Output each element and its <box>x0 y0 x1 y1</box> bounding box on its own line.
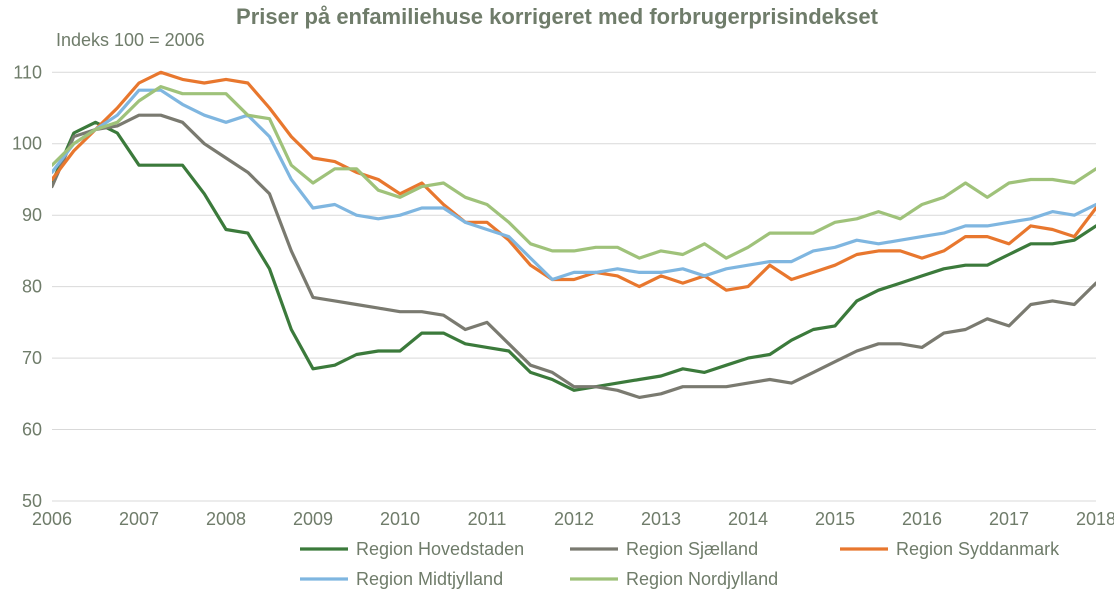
y-tick-label: 80 <box>22 277 42 297</box>
y-tick-label: 110 <box>13 62 42 82</box>
legend-label-hovedstaden: Region Hovedstaden <box>356 539 524 559</box>
legend-label-sjaelland: Region Sjælland <box>626 539 758 559</box>
x-tick-label: 2008 <box>206 509 246 529</box>
x-tick-label: 2015 <box>815 509 855 529</box>
x-tick-label: 2010 <box>380 509 420 529</box>
x-tick-label: 2013 <box>641 509 681 529</box>
x-tick-label: 2014 <box>728 509 768 529</box>
x-tick-label: 2007 <box>119 509 159 529</box>
chart-subtitle: Indeks 100 = 2006 <box>56 30 205 50</box>
x-tick-label: 2006 <box>32 509 72 529</box>
y-tick-label: 100 <box>12 134 42 154</box>
x-tick-label: 2011 <box>468 509 507 529</box>
y-tick-label: 50 <box>22 491 42 511</box>
y-tick-label: 70 <box>22 348 42 368</box>
x-tick-label: 2009 <box>293 509 333 529</box>
legend-label-midtjylland: Region Midtjylland <box>356 569 503 589</box>
legend-label-nordjylland: Region Nordjylland <box>626 569 778 589</box>
x-tick-label: 2012 <box>554 509 594 529</box>
legend-label-syddanmark: Region Syddanmark <box>896 539 1060 559</box>
chart-title: Priser på enfamiliehuse korrigeret med f… <box>236 4 879 29</box>
x-tick-label: 2018 <box>1076 509 1114 529</box>
x-tick-label: 2016 <box>902 509 942 529</box>
y-tick-label: 60 <box>22 420 42 440</box>
line-chart: Priser på enfamiliehuse korrigeret med f… <box>0 0 1114 599</box>
y-tick-label: 90 <box>22 205 42 225</box>
chart-container: Priser på enfamiliehuse korrigeret med f… <box>0 0 1114 599</box>
x-tick-label: 2017 <box>989 509 1029 529</box>
